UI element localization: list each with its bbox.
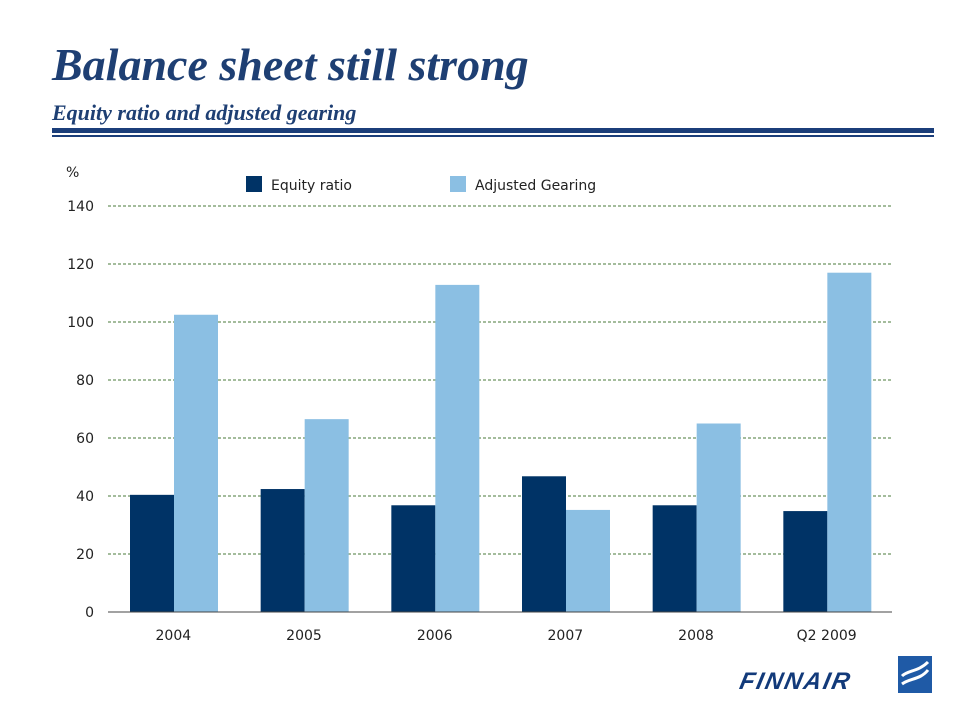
title-rule-thick [52, 128, 934, 133]
bar-equity-ratio-q2-2009 [783, 511, 828, 612]
bar-adjusted-gearing-2008 [696, 423, 741, 612]
x-tick-label: 2007 [548, 628, 584, 644]
bar-adjusted-gearing-2004 [174, 314, 218, 612]
y-axis-ticks: 0 20 40 60 80 100 120 140 [67, 199, 94, 621]
bar-equity-ratio-2004 [130, 494, 174, 612]
chart-legend: Equity ratio Adjusted Gearing [246, 176, 596, 194]
y-tick-label: 120 [67, 257, 94, 273]
y-tick-label: 40 [76, 489, 94, 505]
y-tick-label: 80 [76, 373, 94, 389]
legend-label-equity-ratio: Equity ratio [271, 178, 352, 194]
y-tick-label: 20 [76, 547, 94, 563]
bar-equity-ratio-2006 [391, 505, 436, 612]
legend-swatch-adjusted-gearing [450, 176, 466, 192]
y-tick-label: 140 [67, 199, 94, 215]
slide-title: Balance sheet still strong [52, 39, 529, 90]
x-tick-label: 2006 [417, 628, 453, 644]
x-tick-label: 2005 [286, 628, 322, 644]
bar-equity-ratio-2008 [652, 505, 697, 612]
logo-mark-icon [898, 656, 932, 693]
legend-label-adjusted-gearing: Adjusted Gearing [475, 178, 596, 194]
legend-swatch-equity-ratio [246, 176, 262, 192]
x-axis-ticks: 2004 2005 2006 2007 2008 Q2 2009 [156, 628, 857, 644]
finnair-logo: FINNAIR [737, 656, 932, 696]
gridlines [108, 205, 892, 555]
bars [130, 272, 872, 612]
y-tick-label: 60 [76, 431, 94, 447]
bar-equity-ratio-2007 [522, 476, 566, 612]
slide-subtitle: Equity ratio and adjusted gearing [52, 100, 357, 125]
bar-equity-ratio-2005 [260, 489, 305, 612]
title-rule-thin [52, 135, 934, 137]
bar-adjusted-gearing-q2-2009 [827, 272, 872, 612]
x-tick-label: 2008 [678, 628, 714, 644]
y-axis-unit-label: % [66, 165, 79, 181]
x-tick-label: 2004 [156, 628, 192, 644]
bar-adjusted-gearing-2006 [435, 284, 480, 612]
x-tick-label: Q2 2009 [797, 628, 857, 644]
bar-adjusted-gearing-2005 [304, 419, 349, 612]
y-tick-label: 0 [85, 605, 94, 621]
y-tick-label: 100 [67, 315, 94, 331]
bar-adjusted-gearing-2007 [566, 509, 610, 612]
logo-wordmark: FINNAIR [737, 668, 855, 695]
